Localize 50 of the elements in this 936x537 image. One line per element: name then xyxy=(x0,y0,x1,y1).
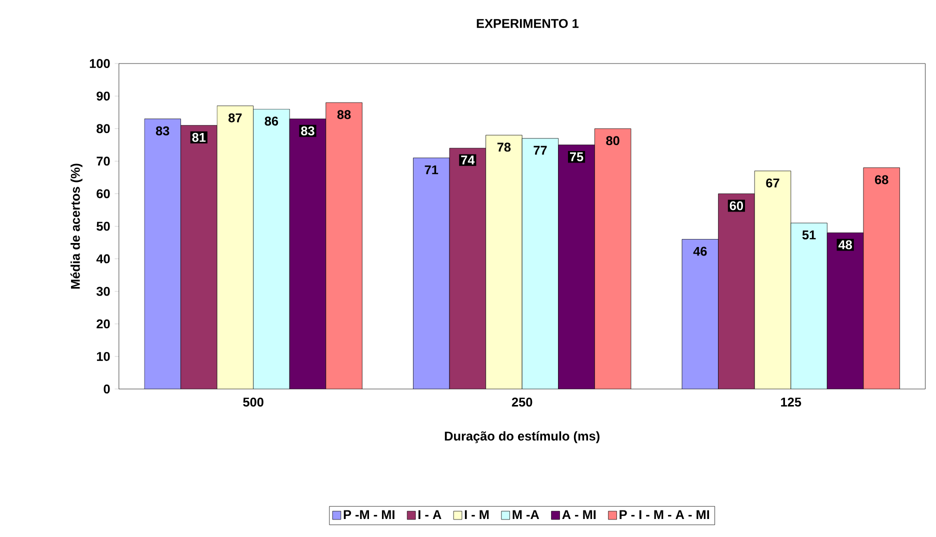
data-label: 48 xyxy=(838,240,852,250)
data-label: 88 xyxy=(337,110,351,120)
bar xyxy=(594,128,632,390)
bar xyxy=(144,118,181,390)
y-tick-label: 90 xyxy=(96,92,110,101)
x-tick-label: 500 xyxy=(243,398,264,407)
y-tick-label: 40 xyxy=(96,254,110,264)
bar xyxy=(289,118,326,390)
y-tick-label: 30 xyxy=(96,287,110,296)
data-label: 78 xyxy=(497,142,511,152)
legend-label: P - I - M - A - MI xyxy=(620,510,710,520)
bar xyxy=(826,232,864,390)
data-label: 87 xyxy=(228,114,242,123)
bar xyxy=(682,239,718,390)
data-label: 81 xyxy=(192,133,206,142)
chart-title: EXPERIMENTO 1 xyxy=(476,19,579,28)
legend-label: A - MI xyxy=(562,510,596,520)
data-label: 51 xyxy=(802,230,816,240)
data-label: 86 xyxy=(264,116,278,126)
x-tick-label: 125 xyxy=(781,398,802,407)
bar xyxy=(558,144,595,390)
y-tick-label: 70 xyxy=(96,156,110,166)
x-tick-label: 250 xyxy=(512,398,532,407)
data-label: 77 xyxy=(534,146,547,155)
y-tick-label: 50 xyxy=(96,222,110,231)
y-tick-label: 20 xyxy=(96,320,110,329)
y-tick-label: 80 xyxy=(96,124,110,134)
legend-label: I - M xyxy=(464,510,489,520)
bar xyxy=(326,102,362,390)
x-axis-title: Duração do estímulo (ms) xyxy=(444,431,600,444)
legend-label: P -M - MI xyxy=(344,510,394,520)
data-label: 75 xyxy=(570,152,584,162)
data-label: 46 xyxy=(693,247,707,256)
data-label: 67 xyxy=(766,178,780,188)
data-label: 74 xyxy=(461,156,475,165)
bar xyxy=(413,158,450,390)
legend-label: I - A xyxy=(418,510,442,520)
y-tick-label: 60 xyxy=(96,189,110,198)
bar xyxy=(863,168,900,390)
y-axis-title: Média de acertos (%) xyxy=(70,164,82,289)
data-label: 80 xyxy=(606,136,620,146)
data-label: 68 xyxy=(874,175,888,184)
data-label: 83 xyxy=(301,126,314,136)
legend-label: M -A xyxy=(512,510,540,520)
data-label: 60 xyxy=(730,201,743,210)
y-tick-label: 10 xyxy=(96,352,110,362)
y-tick-label: 100 xyxy=(90,59,110,68)
data-label: 83 xyxy=(156,126,170,136)
data-label: 71 xyxy=(424,166,438,174)
y-tick-label: 0 xyxy=(104,384,110,394)
